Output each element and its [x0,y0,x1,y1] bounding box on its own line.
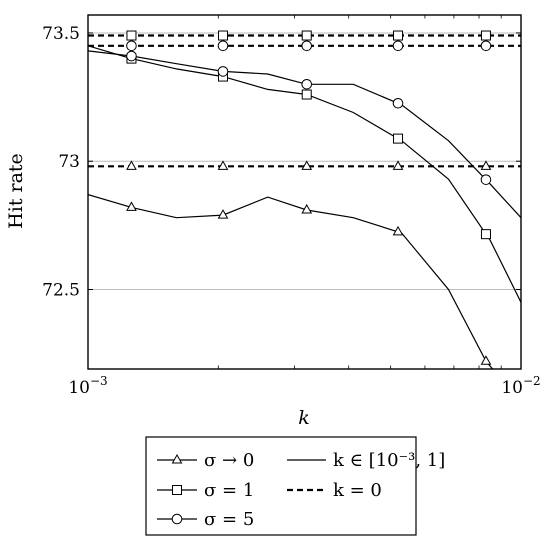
legend-label-sigma0: σ → 0 [204,450,254,471]
legend-entry-k-range: k ∈ [10⁻³, 1] [287,450,445,471]
triangle-marker [392,160,404,170]
legend-entry-sigma0: σ → 0 [157,450,254,471]
triangle-marker [301,203,313,214]
circle-marker-icon [171,513,183,525]
triangle-marker [480,355,492,365]
triangle-marker [126,160,137,170]
plot-area-frame [87,14,522,370]
x-axis-label: k [298,407,310,429]
x-tick-base: 10 [68,378,90,398]
y-tick-label: 73.5 [42,24,80,44]
x-tick-exponent: −2 [523,374,541,388]
y-tick-label: 72.5 [42,280,80,300]
circle-marker [126,40,137,52]
y-tick-label: 73 [58,152,80,172]
triangle-marker [217,160,229,170]
circle-marker [301,40,313,52]
legend-entry-k-zero: k = 0 [287,480,382,501]
series-markers [126,30,492,365]
circle-marker [392,40,404,52]
triangle-marker [301,160,313,170]
y-axis-label: Hit rate [5,153,27,229]
x-tick-label: 10−3 [68,374,107,398]
circle-marker [301,78,313,90]
square-marker [480,229,491,240]
triangle-marker [126,201,137,211]
circle-marker [392,97,404,109]
triangle-marker [480,160,492,170]
circle-marker [217,66,229,77]
square-marker [480,30,491,41]
legend-label-sigma5: σ = 5 [204,509,254,530]
legend-entry-sigma5: σ = 5 [157,509,254,530]
series-line-0 [88,194,494,369]
x-tick-base: 10 [501,378,523,398]
circle-marker [217,40,229,52]
circle-marker [480,174,492,185]
square-marker [301,30,312,41]
triangle-marker [392,225,404,236]
square-marker-icon [172,485,182,495]
legend-label-sigma1: σ = 1 [204,480,254,501]
square-marker [393,30,404,41]
triangle-marker-icon [171,453,183,464]
x-tick-label: 10−2 [501,374,540,398]
x-tick-exponent: −3 [90,374,108,388]
series-line-2 [88,50,521,219]
legend-entry-sigma1: σ = 1 [157,480,254,501]
grid-lines [88,32,521,290]
legend-label-k-zero: k = 0 [333,480,382,501]
square-marker [301,89,312,100]
triangle-marker [217,209,229,219]
square-marker [217,30,228,41]
square-marker [126,30,137,41]
circle-marker [126,50,137,62]
legend: σ → 0 σ = 1 σ = 5 k ∈ [10⁻³, 1] k = 0 [145,436,445,536]
circle-marker [480,40,492,52]
legend-label-k-range: k ∈ [10⁻³, 1] [333,450,445,471]
square-marker [393,133,404,144]
